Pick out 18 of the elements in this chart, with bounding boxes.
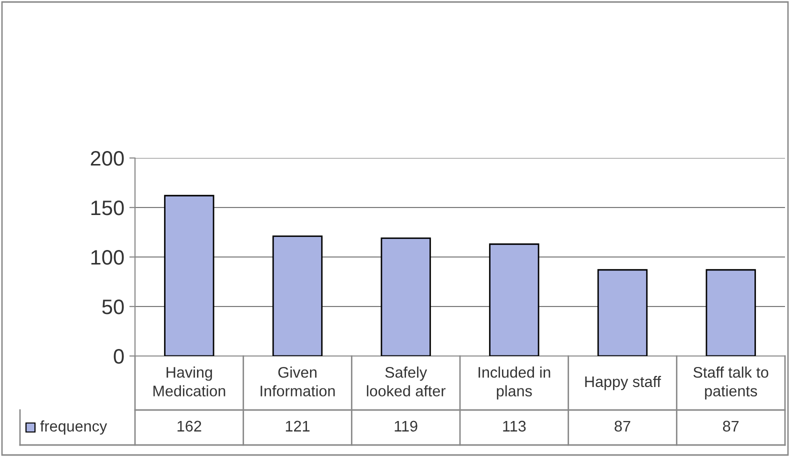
data-label: 162 <box>178 420 202 432</box>
x-tick-label: Having Medication <box>153 366 226 396</box>
y-tick-label: 50 <box>102 300 124 314</box>
data-label: 113 <box>503 420 526 432</box>
data-label: 119 <box>394 420 418 432</box>
data-label: 87 <box>723 420 739 432</box>
x-tick-label: Given Information <box>260 366 335 396</box>
y-tick-label: 200 <box>90 151 124 166</box>
x-tick-label: Safely looked after <box>366 366 446 396</box>
x-tick-label: Included in plans <box>478 366 550 400</box>
x-tick-label: Staff talk to patients <box>693 366 768 400</box>
y-tick-label: 0 <box>114 349 124 364</box>
y-tick-label: 100 <box>91 250 124 265</box>
legend-label: frequency <box>40 420 108 435</box>
data-label: 121 <box>286 420 310 432</box>
x-tick-label: Happy staff <box>585 376 662 390</box>
data-label: 87 <box>614 420 630 432</box>
y-tick-label: 150 <box>91 200 124 216</box>
